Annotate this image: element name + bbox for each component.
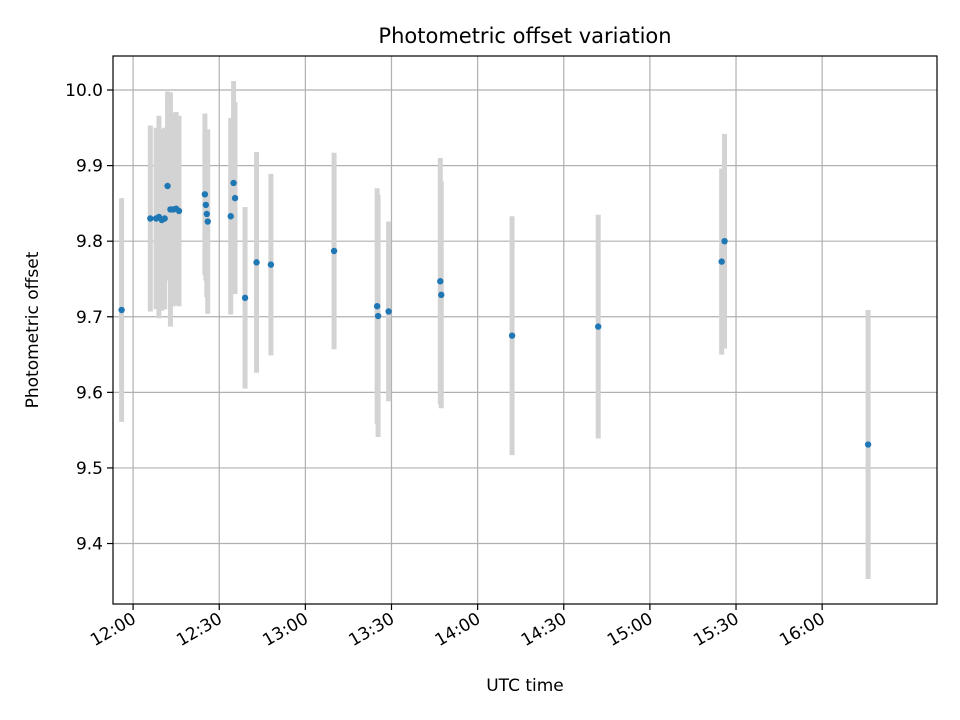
data-point [373,302,381,310]
data-point [201,191,209,198]
y-tick-label: 9.8 [76,232,103,252]
data-point [267,261,275,268]
data-point [437,278,444,285]
data-point [253,259,260,266]
data-point [204,218,211,225]
data-point [230,179,237,187]
x-axis-label: UTC time [486,676,564,696]
data-point [595,323,602,330]
y-tick-label: 9.9 [76,157,103,177]
y-axis-label: Photometric offset [23,251,43,408]
chart-title: Photometric offset variation [378,24,671,48]
plot-frame [112,55,938,605]
y-tick-label: 10.0 [65,81,103,101]
data-point [330,247,338,255]
grid [113,56,937,604]
data-point [175,207,183,215]
data-point [721,237,728,245]
data-point [147,215,154,222]
data-point [161,215,168,222]
data-point [241,294,249,302]
y-tick-label: 9.7 [76,308,103,328]
data-point [385,308,392,315]
y-axis: 9.4 9.5 9.6 9.7 9.8 9.9 10.0 [65,81,113,555]
y-tick-label: 9.6 [76,383,103,403]
data-point [118,306,125,314]
data-point [164,182,171,190]
y-tick-label: 9.4 [76,535,103,555]
data-point [508,332,516,339]
data-point [718,258,725,265]
data-point [374,312,382,320]
data-point [227,213,234,220]
data-point [231,194,239,202]
data-point [202,201,210,209]
y-tick-label: 9.5 [76,459,103,479]
data-point [203,210,210,218]
data-points [118,179,872,448]
data-point [864,441,872,448]
data-point [438,291,445,299]
